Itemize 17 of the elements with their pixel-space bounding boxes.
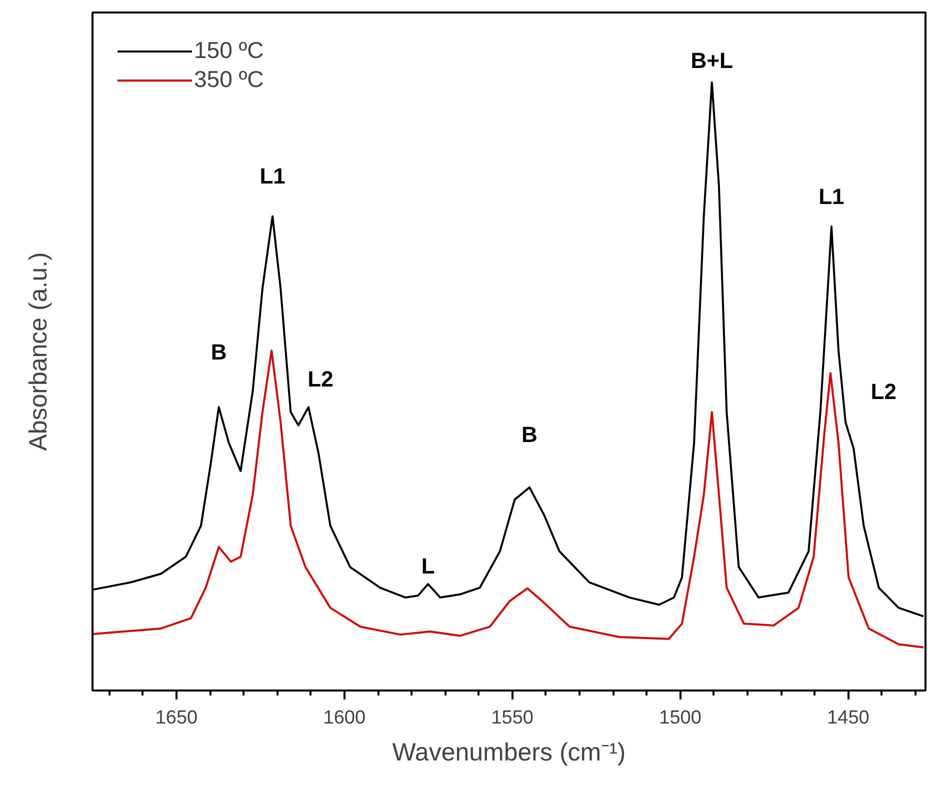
annotation: B+L bbox=[690, 48, 733, 73]
annotation: L2 bbox=[870, 378, 896, 404]
annotation: L2 bbox=[308, 366, 334, 392]
x-axis-title: Wavenumbers (cm⁻¹) bbox=[392, 738, 626, 766]
x-tick-label: 1500 bbox=[659, 708, 702, 728]
x-tick-label: 1550 bbox=[491, 708, 534, 728]
annotation: B bbox=[522, 422, 538, 447]
legend-label: 150 ºC bbox=[194, 37, 264, 64]
annotation: B bbox=[210, 340, 227, 365]
y-axis-title: Absorbance (a.u.) bbox=[24, 252, 52, 451]
x-tick-label: 1650 bbox=[155, 708, 198, 728]
x-tick-label: 1450 bbox=[827, 708, 870, 728]
annotation: L1 bbox=[818, 184, 844, 210]
annotation: L1 bbox=[260, 164, 286, 189]
annotation: L bbox=[421, 554, 435, 579]
x-tick-label: 1600 bbox=[323, 708, 366, 728]
legend-label: 350 ºC bbox=[194, 66, 264, 93]
